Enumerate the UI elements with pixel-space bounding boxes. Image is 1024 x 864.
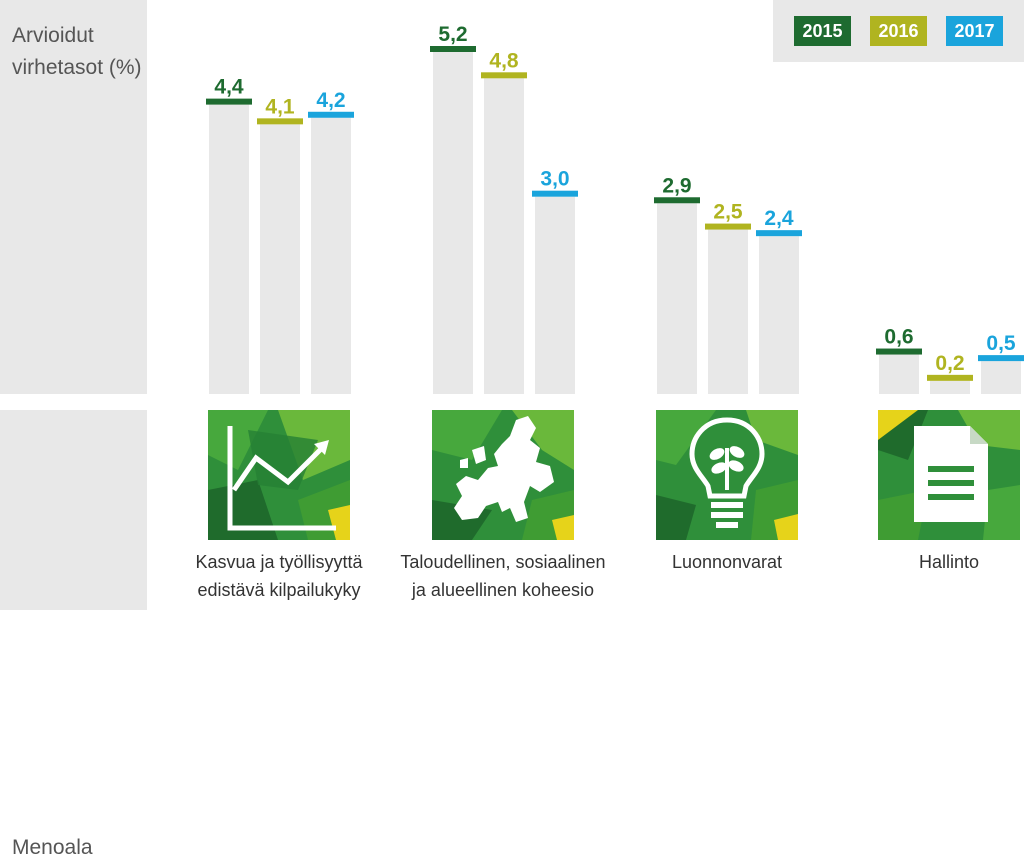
value-label-2015-4: 0,6 — [884, 326, 913, 349]
value-label-2015-2: 5,2 — [438, 23, 467, 46]
bar-2017-4 — [981, 361, 1021, 394]
category-line: Luonnonvarat — [671, 552, 783, 572]
category-name-administration: Hallinto — [839, 548, 1024, 576]
lightbulb-plant-icon — [656, 410, 798, 540]
value-label-2015-3: 2,9 — [662, 174, 691, 197]
bar-cap-2016-2 — [481, 72, 527, 79]
category-icon-cohesion — [432, 410, 574, 540]
category-line: Hallinto — [918, 552, 980, 572]
bar-cap-2017-1 — [308, 111, 354, 118]
bar-cap-2015-1 — [206, 98, 252, 105]
growth-chart-icon — [208, 410, 350, 540]
bar-cap-2015-3 — [654, 197, 700, 204]
category-axis-panel: Menoala — [0, 410, 147, 859]
category-line: ja alueellinen koheesio — [411, 580, 595, 600]
bar-chart: 4,4 4,1 4,2 5,2 4,8 3,0 2,9 2,5 2,4 0,6 0,2 0,5 — [206, 23, 1024, 395]
value-label-2016-3: 2,5 — [713, 201, 743, 224]
y-axis-panel: Arvioidut virhetasot (%) — [0, 0, 147, 394]
bar-2015-4 — [879, 354, 919, 394]
bar-cap-2015-4 — [876, 348, 922, 355]
category-icon-administration — [878, 410, 1020, 540]
europe-map-icon — [432, 410, 574, 540]
bar-cap-2016-4 — [927, 374, 973, 381]
category-axis-label: Menoala — [12, 836, 93, 859]
category-icon-growth — [208, 410, 350, 540]
document-icon — [878, 410, 1020, 540]
bar-cap-2017-2 — [532, 190, 578, 197]
value-label-2017-1: 4,2 — [316, 89, 345, 112]
bar-cap-2016-1 — [257, 118, 303, 125]
legend-2017: 2017 — [946, 16, 1003, 46]
bar-cap-2017-4 — [978, 355, 1024, 362]
value-label-2017-4: 0,5 — [986, 332, 1016, 355]
bar-2016-4 — [930, 380, 970, 394]
bar-2015-1 — [209, 104, 249, 394]
bar-2015-3 — [657, 203, 697, 394]
bar-2016-3 — [708, 229, 748, 394]
category-name-growth: Kasvua ja työllisyyttä edistävä kilpailu… — [169, 548, 389, 604]
bar-2016-1 — [260, 124, 300, 394]
bar-2016-2 — [484, 78, 524, 395]
value-label-2016-1: 4,1 — [265, 95, 295, 118]
bar-cap-2016-3 — [705, 223, 751, 230]
value-label-2017-2: 3,0 — [540, 168, 569, 191]
value-label-2015-1: 4,4 — [214, 76, 244, 99]
bar-2017-2 — [535, 196, 575, 394]
category-line: Kasvua ja työllisyyttä — [195, 552, 363, 572]
legend-2015: 2015 — [794, 16, 851, 46]
value-label-2016-4: 0,2 — [935, 352, 964, 375]
category-line: edistävä kilpailukyky — [197, 580, 361, 600]
bar-2017-3 — [759, 236, 799, 394]
y-axis-label: Arvioidut virhetasot (%) — [12, 24, 142, 79]
category-icon-resources — [656, 410, 798, 540]
value-label-2017-3: 2,4 — [764, 207, 794, 230]
category-line: Taloudellinen, sosiaalinen — [400, 552, 606, 572]
category-name-resources: Luonnonvarat — [617, 548, 837, 576]
bar-2015-2 — [433, 52, 473, 394]
bar-2017-1 — [311, 117, 351, 395]
bar-cap-2017-3 — [756, 230, 802, 237]
value-label-2016-2: 4,8 — [489, 49, 519, 72]
bar-cap-2015-2 — [430, 46, 476, 52]
legend: 2015 2016 2017 — [773, 0, 1024, 62]
category-name-cohesion: Taloudellinen, sosiaalinen ja alueelline… — [393, 548, 613, 604]
legend-2016: 2016 — [870, 16, 927, 46]
